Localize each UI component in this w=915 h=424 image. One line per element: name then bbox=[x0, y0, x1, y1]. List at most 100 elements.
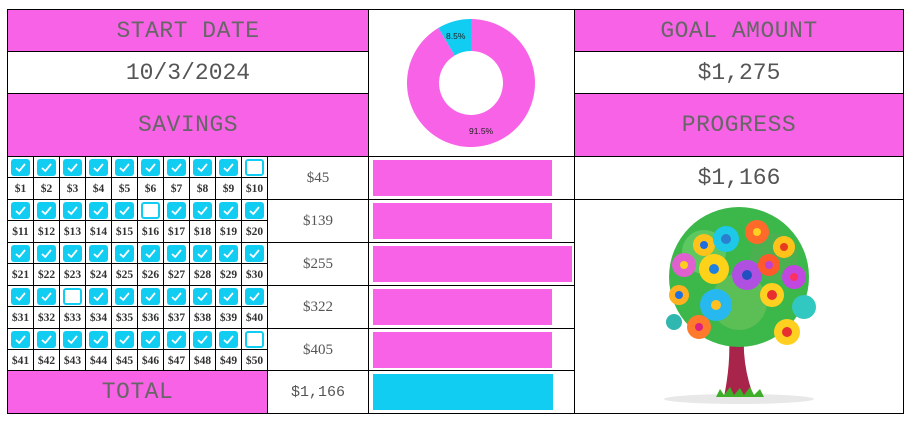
checkbox-amount-24[interactable] bbox=[89, 245, 108, 262]
flower-tree-image bbox=[664, 206, 816, 404]
checkbox-cell bbox=[215, 328, 242, 350]
checkbox-amount-50[interactable] bbox=[245, 331, 264, 348]
checkbox-amount-43[interactable] bbox=[63, 331, 82, 348]
donut-label-saved: 91.5% bbox=[469, 126, 494, 136]
check-icon bbox=[197, 292, 208, 302]
checkbox-cell bbox=[189, 156, 216, 178]
check-icon bbox=[223, 163, 234, 173]
checkbox-amount-7[interactable] bbox=[167, 159, 186, 176]
checkbox-amount-15[interactable] bbox=[115, 202, 134, 219]
amount-label-cell: $48 bbox=[189, 349, 216, 372]
checkbox-amount-39[interactable] bbox=[219, 288, 238, 305]
amount-label: $23 bbox=[63, 268, 82, 281]
amount-label: $28 bbox=[193, 268, 212, 281]
checkbox-amount-49[interactable] bbox=[219, 331, 238, 348]
checkbox-cell bbox=[189, 328, 216, 350]
checkbox-cell bbox=[7, 156, 34, 178]
check-icon bbox=[145, 292, 156, 302]
check-icon bbox=[93, 163, 104, 173]
check-icon bbox=[171, 163, 182, 173]
row-sum: $405 bbox=[267, 328, 369, 372]
checkbox-amount-16[interactable] bbox=[141, 202, 160, 219]
checkbox-amount-14[interactable] bbox=[89, 202, 108, 219]
checkbox-amount-41[interactable] bbox=[11, 331, 30, 348]
checkbox-cell bbox=[33, 285, 60, 307]
checkbox-amount-19[interactable] bbox=[219, 202, 238, 219]
checkbox-amount-10[interactable] bbox=[245, 159, 264, 176]
amount-label-cell: $39 bbox=[215, 306, 242, 329]
checkbox-amount-20[interactable] bbox=[245, 202, 264, 219]
checkbox-amount-36[interactable] bbox=[141, 288, 160, 305]
checkbox-amount-37[interactable] bbox=[167, 288, 186, 305]
checkbox-amount-17[interactable] bbox=[167, 202, 186, 219]
checkbox-amount-22[interactable] bbox=[37, 245, 56, 262]
checkbox-cell bbox=[189, 285, 216, 307]
checkbox-amount-3[interactable] bbox=[63, 159, 82, 176]
checkbox-amount-29[interactable] bbox=[219, 245, 238, 262]
checkbox-amount-38[interactable] bbox=[193, 288, 212, 305]
checkbox-amount-8[interactable] bbox=[193, 159, 212, 176]
amount-label-cell: $3 bbox=[59, 177, 86, 200]
checkbox-amount-11[interactable] bbox=[11, 202, 30, 219]
checkbox-amount-46[interactable] bbox=[141, 331, 160, 348]
checkbox-cell bbox=[163, 285, 190, 307]
checkbox-amount-12[interactable] bbox=[37, 202, 56, 219]
checkbox-cell bbox=[85, 242, 112, 264]
checkbox-amount-21[interactable] bbox=[11, 245, 30, 262]
amount-label-cell: $20 bbox=[241, 220, 268, 243]
checkbox-amount-26[interactable] bbox=[141, 245, 160, 262]
check-icon bbox=[67, 335, 78, 345]
checkbox-amount-45[interactable] bbox=[115, 331, 134, 348]
amount-label: $3 bbox=[66, 182, 79, 195]
amount-label-cell: $12 bbox=[33, 220, 60, 243]
donut-slice-saved bbox=[407, 19, 535, 147]
amount-label: $39 bbox=[219, 311, 238, 324]
checkbox-amount-30[interactable] bbox=[245, 245, 264, 262]
checkbox-amount-1[interactable] bbox=[11, 159, 30, 176]
amount-label-cell: $45 bbox=[111, 349, 138, 372]
checkbox-amount-47[interactable] bbox=[167, 331, 186, 348]
checkbox-amount-48[interactable] bbox=[193, 331, 212, 348]
checkbox-cell bbox=[215, 199, 242, 221]
checkbox-amount-9[interactable] bbox=[219, 159, 238, 176]
checkbox-amount-4[interactable] bbox=[89, 159, 108, 176]
checkbox-amount-28[interactable] bbox=[193, 245, 212, 262]
checkbox-amount-13[interactable] bbox=[63, 202, 82, 219]
checkbox-amount-34[interactable] bbox=[89, 288, 108, 305]
checkbox-amount-32[interactable] bbox=[37, 288, 56, 305]
checkbox-amount-40[interactable] bbox=[245, 288, 264, 305]
amount-label: $50 bbox=[245, 354, 264, 367]
amount-label-cell: $41 bbox=[7, 349, 34, 372]
checkbox-amount-44[interactable] bbox=[89, 331, 108, 348]
amount-label-cell: $19 bbox=[215, 220, 242, 243]
checkbox-amount-5[interactable] bbox=[115, 159, 134, 176]
check-icon bbox=[15, 292, 26, 302]
checkbox-amount-27[interactable] bbox=[167, 245, 186, 262]
checkbox-amount-35[interactable] bbox=[115, 288, 134, 305]
amount-label-cell: $35 bbox=[111, 306, 138, 329]
checkbox-amount-31[interactable] bbox=[11, 288, 30, 305]
check-icon bbox=[119, 163, 130, 173]
start-date-value[interactable]: 10/3/2024 bbox=[7, 51, 369, 94]
checkbox-amount-42[interactable] bbox=[37, 331, 56, 348]
checkbox-amount-2[interactable] bbox=[37, 159, 56, 176]
amount-label: $7 bbox=[170, 182, 183, 195]
amount-label-cell: $36 bbox=[137, 306, 164, 329]
check-icon bbox=[223, 249, 234, 259]
amount-label: $49 bbox=[219, 354, 238, 367]
checkbox-amount-25[interactable] bbox=[115, 245, 134, 262]
check-icon bbox=[119, 249, 130, 259]
goal-amount-value[interactable]: $1,275 bbox=[574, 51, 904, 94]
checkbox-amount-18[interactable] bbox=[193, 202, 212, 219]
checkbox-amount-6[interactable] bbox=[141, 159, 160, 176]
checkbox-cell bbox=[33, 242, 60, 264]
checkbox-cell bbox=[59, 156, 86, 178]
checkbox-amount-33[interactable] bbox=[63, 288, 82, 305]
amount-label-cell: $24 bbox=[85, 263, 112, 286]
checkbox-cell bbox=[59, 328, 86, 350]
amount-label-cell: $2 bbox=[33, 177, 60, 200]
checkbox-cell bbox=[163, 328, 190, 350]
row-progress-bar bbox=[373, 246, 572, 282]
checkbox-cell bbox=[137, 328, 164, 350]
checkbox-amount-23[interactable] bbox=[63, 245, 82, 262]
